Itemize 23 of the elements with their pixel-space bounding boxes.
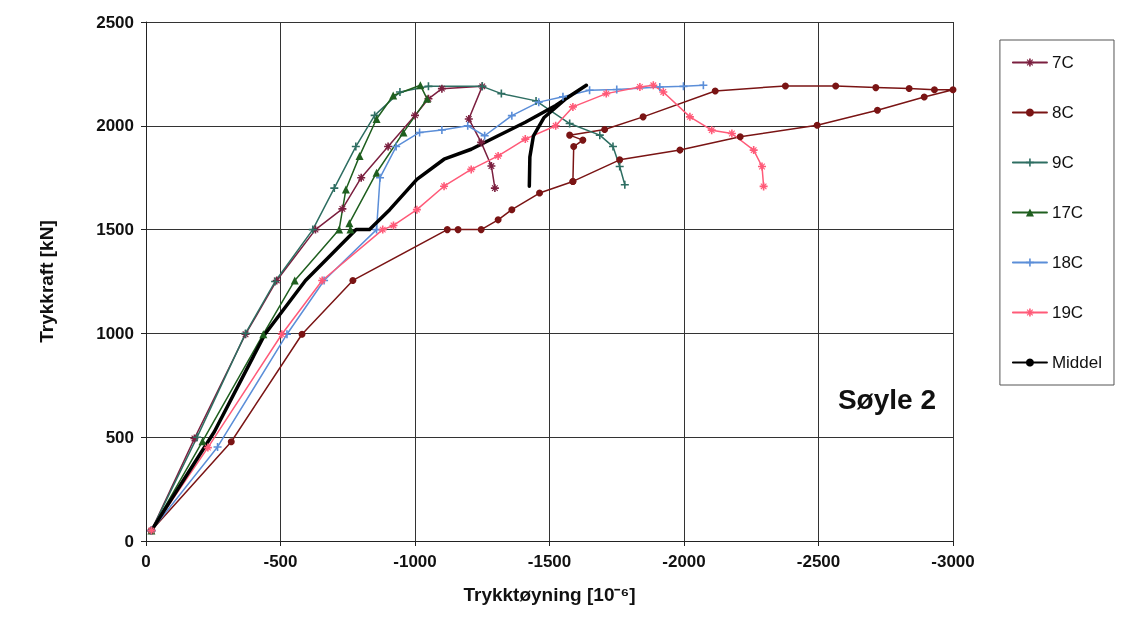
y-tick-label: 0 [124,531,134,551]
y-tick-label: 500 [105,427,134,447]
legend-label: 17C [1051,203,1084,222]
annotation: Søyle 2 [837,383,937,415]
y-tick-label: 2000 [96,116,134,136]
x-tick-label: -1000 [393,552,437,571]
y-axis-title: Trykkraft [kN] [36,220,57,343]
legend-label: Middel [1051,353,1103,372]
x-tick-label: -2000 [662,552,706,571]
y-tick-label: 1500 [96,220,134,240]
legend-label: 8C [1051,103,1074,122]
x-tick-label: -1500 [527,552,572,571]
legend-label: 18C [1051,253,1084,272]
legend-label: 19C [1051,303,1084,322]
x-tick-label: -500 [263,552,298,571]
x-tick-label: -2500 [796,552,841,571]
x-tick-label: -3000 [931,552,975,571]
x-axis-title: Trykktøyning [10⁻⁶] [463,584,636,605]
x-tick-label: 0 [141,552,151,571]
y-tick-label: 1000 [96,323,134,343]
legend-label: 7C [1051,53,1074,72]
y-tick-label: 2500 [96,12,134,32]
legend-label: 9C [1051,153,1074,172]
